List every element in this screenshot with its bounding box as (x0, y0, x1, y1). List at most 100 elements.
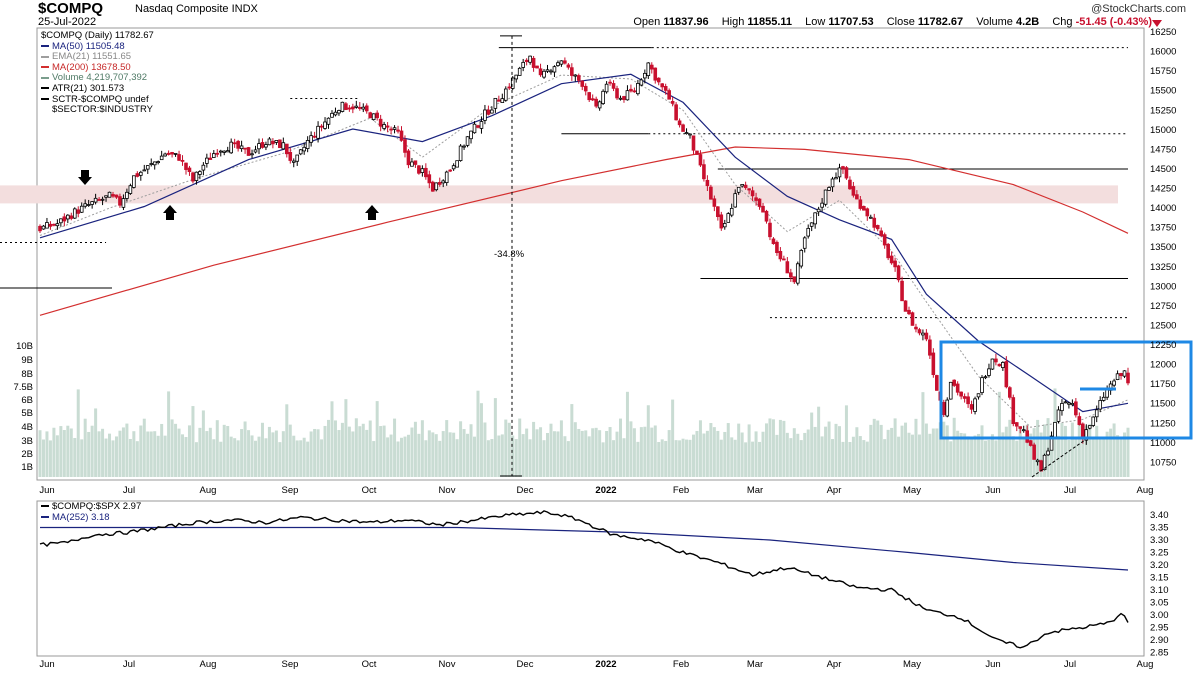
candle-body (173, 152, 178, 155)
ratio-tick-label: 3.40 (1150, 510, 1169, 521)
candle-body (531, 57, 536, 68)
volume-bar (97, 431, 101, 477)
volume-bar (320, 439, 324, 477)
volume-tick-label: 2B (21, 449, 33, 460)
candle-body (510, 77, 515, 89)
candle-body (159, 155, 164, 161)
candle-body (458, 145, 463, 161)
volume-bar (698, 420, 702, 477)
volume-bar (938, 422, 942, 477)
candle-body (246, 147, 251, 156)
volume-bar (420, 420, 424, 477)
price-tick-label: 11750 (1150, 379, 1176, 390)
candle-body (361, 106, 366, 110)
volume-bar (1008, 419, 1012, 477)
candle-body (413, 160, 418, 165)
volume-bar (121, 427, 125, 477)
volume-tick-label: 4B (21, 422, 33, 433)
candle-body (208, 157, 213, 160)
candle-body (385, 125, 390, 128)
candle-body (441, 180, 446, 184)
volume-bar (719, 439, 723, 477)
price-tick-label: 12000 (1150, 360, 1176, 371)
ratio-panel-frame (36, 500, 1145, 657)
candle-body (260, 142, 265, 148)
candle-body (980, 377, 984, 393)
volume-bar (650, 427, 654, 477)
candle-body (754, 197, 758, 201)
price-tick-label: 14750 (1150, 144, 1176, 155)
candle-body (198, 171, 202, 175)
volume-bar (615, 431, 619, 477)
candle-body (389, 128, 393, 131)
candle-body (382, 124, 386, 129)
volume-bar (653, 425, 657, 477)
volume-bar (754, 431, 758, 477)
volume-bar (990, 434, 994, 477)
price-tick-label: 14250 (1150, 184, 1176, 195)
candle-body (399, 130, 404, 141)
x-tick-label: Aug (200, 485, 217, 496)
candle-body (844, 167, 849, 179)
price-tick-label: 15000 (1150, 125, 1176, 136)
candle-body (806, 227, 811, 237)
candle-body (430, 181, 435, 192)
volume-bar (848, 441, 852, 477)
candle-body (684, 132, 689, 134)
candle-body (959, 391, 963, 397)
candle-body (448, 169, 452, 172)
chart-date: 25-Jul-2022 (38, 16, 97, 28)
volume-bar (441, 431, 445, 477)
legend2-title: $COMPQ:$SPX 2.97 (52, 501, 142, 512)
volume-bar (810, 412, 814, 477)
volume-bar (1043, 424, 1047, 477)
price-panel-frame (36, 27, 1145, 481)
volume-bar (674, 440, 678, 477)
x-tick-label: 2022 (595, 485, 616, 496)
volume-bar (1105, 431, 1109, 477)
volume-bar (1022, 437, 1026, 477)
candle-body (170, 152, 174, 155)
candle-body (740, 184, 744, 187)
candle-body (187, 167, 192, 173)
volume-bar (956, 430, 960, 477)
volume-bar (452, 432, 456, 477)
down-triangle-icon (1152, 20, 1162, 27)
volume-bar (128, 438, 132, 477)
candle-body (705, 179, 710, 187)
volume-bar (1077, 422, 1081, 477)
volume-bar (983, 440, 987, 477)
candle-body (104, 195, 108, 198)
volume-bar (174, 423, 178, 477)
volume-bar (372, 441, 376, 477)
candle-body (587, 92, 592, 101)
candle-body (604, 83, 609, 93)
candle-body (281, 142, 286, 150)
volume-bar (90, 425, 94, 477)
legend-atr: ATR(21) 301.573 (52, 82, 125, 94)
volume-bar (476, 390, 480, 477)
candle-body (97, 199, 101, 201)
volume-bar (792, 428, 796, 477)
candle-body (570, 67, 574, 76)
volume-bar (149, 431, 153, 477)
volume-bar (302, 437, 306, 477)
ratio-tick-label: 2.95 (1150, 623, 1169, 634)
volume-bar (636, 441, 640, 477)
volume-bar (163, 435, 167, 477)
candle-body (267, 138, 272, 146)
volume-bar (393, 418, 397, 477)
candle-body (875, 225, 880, 230)
candle-body (333, 111, 338, 116)
volume-bar (549, 423, 553, 477)
candle-body (629, 88, 633, 92)
candle-body (1112, 380, 1116, 386)
candle-body (795, 263, 800, 284)
index-name: Nasdaq Composite INDX (135, 3, 258, 15)
candle-body (517, 67, 522, 76)
candle-body (945, 399, 950, 417)
volume-bar (410, 427, 414, 477)
candle-body (83, 203, 87, 207)
volume-bar (160, 423, 164, 477)
